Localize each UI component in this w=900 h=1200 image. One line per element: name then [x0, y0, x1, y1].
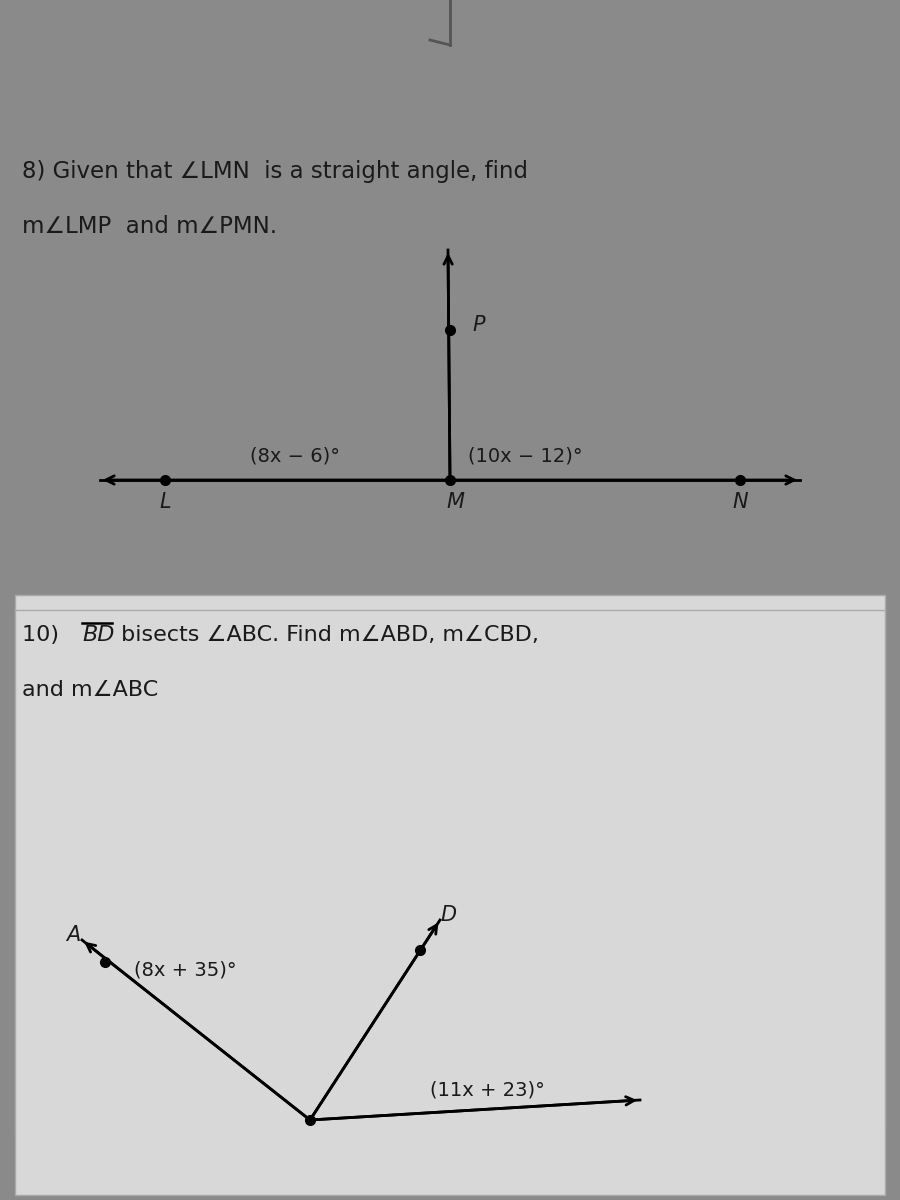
- Text: and m∠ABC: and m∠ABC: [22, 680, 158, 700]
- Text: L: L: [159, 492, 171, 512]
- Text: (10x − 12)°: (10x − 12)°: [468, 446, 582, 464]
- Text: P: P: [472, 314, 484, 335]
- Text: 10): 10): [22, 625, 66, 646]
- Text: m∠LMP  and m∠PMN.: m∠LMP and m∠PMN.: [22, 215, 277, 238]
- Text: D: D: [440, 905, 456, 925]
- Text: A: A: [66, 925, 80, 946]
- Text: 8) Given that ∠LMN  is a straight angle, find: 8) Given that ∠LMN is a straight angle, …: [22, 160, 528, 182]
- Bar: [15, 610, 885, 1195]
- Text: M: M: [446, 492, 464, 512]
- Text: (8x + 35)°: (8x + 35)°: [134, 961, 237, 980]
- Text: (8x − 6)°: (8x − 6)°: [250, 446, 340, 464]
- Text: N: N: [733, 492, 748, 512]
- Bar: [15, 595, 885, 1130]
- Text: BD: BD: [82, 625, 114, 646]
- Text: bisects ∠ABC. Find m∠ABD, m∠CBD,: bisects ∠ABC. Find m∠ABD, m∠CBD,: [114, 625, 539, 646]
- Text: (11x + 23)°: (11x + 23)°: [430, 1081, 544, 1100]
